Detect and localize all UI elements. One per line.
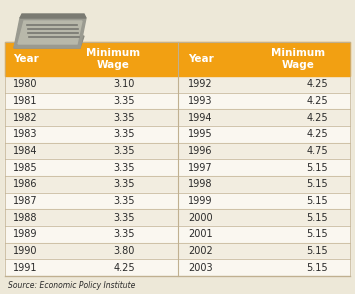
- Bar: [5, 126, 350, 143]
- Text: 5.15: 5.15: [306, 179, 328, 189]
- Text: 3.35: 3.35: [114, 229, 135, 239]
- Text: 5.15: 5.15: [306, 163, 328, 173]
- Text: 1989: 1989: [13, 229, 38, 239]
- Bar: [5, 42, 350, 76]
- Bar: [5, 76, 350, 93]
- Bar: [5, 93, 350, 109]
- Text: 1992: 1992: [188, 79, 213, 89]
- Text: 5.15: 5.15: [306, 263, 328, 273]
- Text: 4.25: 4.25: [113, 263, 135, 273]
- Text: 2000: 2000: [188, 213, 213, 223]
- Bar: [5, 259, 350, 276]
- Text: 3.35: 3.35: [114, 146, 135, 156]
- Text: 3.35: 3.35: [114, 96, 135, 106]
- Bar: [5, 109, 350, 126]
- Bar: [5, 159, 350, 176]
- Bar: [5, 143, 350, 159]
- Text: Minimum
Wage: Minimum Wage: [86, 48, 140, 70]
- Text: 1981: 1981: [13, 96, 38, 106]
- Bar: [5, 209, 350, 226]
- Text: 1991: 1991: [13, 263, 38, 273]
- Text: Year: Year: [13, 54, 39, 64]
- Text: 1995: 1995: [188, 129, 213, 139]
- Text: 3.80: 3.80: [114, 246, 135, 256]
- Text: 1994: 1994: [188, 113, 213, 123]
- Text: 1985: 1985: [13, 163, 38, 173]
- Polygon shape: [18, 21, 82, 44]
- Text: 4.75: 4.75: [306, 146, 328, 156]
- Text: 4.25: 4.25: [306, 96, 328, 106]
- Text: 1983: 1983: [13, 129, 38, 139]
- Text: 1996: 1996: [188, 146, 213, 156]
- Text: 1988: 1988: [13, 213, 38, 223]
- Bar: [5, 176, 350, 193]
- Text: 3.35: 3.35: [114, 213, 135, 223]
- Text: 5.15: 5.15: [306, 196, 328, 206]
- Text: 1980: 1980: [13, 79, 38, 89]
- Polygon shape: [20, 14, 86, 18]
- Text: 3.35: 3.35: [114, 113, 135, 123]
- Text: 1998: 1998: [188, 179, 213, 189]
- Bar: [5, 42, 350, 276]
- Text: 1987: 1987: [13, 196, 38, 206]
- Text: 1993: 1993: [188, 96, 213, 106]
- Bar: [5, 226, 350, 243]
- Text: 1982: 1982: [13, 113, 38, 123]
- Polygon shape: [14, 36, 84, 48]
- Text: 5.15: 5.15: [306, 213, 328, 223]
- Text: 2003: 2003: [188, 263, 213, 273]
- Text: 4.25: 4.25: [306, 79, 328, 89]
- Bar: [5, 243, 350, 259]
- Text: 1997: 1997: [188, 163, 213, 173]
- Polygon shape: [14, 18, 86, 48]
- Text: Minimum
Wage: Minimum Wage: [271, 48, 325, 70]
- Text: 4.25: 4.25: [306, 129, 328, 139]
- Text: 5.15: 5.15: [306, 229, 328, 239]
- Text: 5.15: 5.15: [306, 246, 328, 256]
- Text: 3.35: 3.35: [114, 179, 135, 189]
- Text: 1986: 1986: [13, 179, 38, 189]
- Text: 3.35: 3.35: [114, 163, 135, 173]
- Text: Source: Economic Policy Institute: Source: Economic Policy Institute: [8, 281, 135, 290]
- Text: 1984: 1984: [13, 146, 38, 156]
- Text: 2002: 2002: [188, 246, 213, 256]
- Text: 3.35: 3.35: [114, 196, 135, 206]
- Text: 2001: 2001: [188, 229, 213, 239]
- Text: Year: Year: [188, 54, 214, 64]
- Text: 3.10: 3.10: [114, 79, 135, 89]
- Text: 1999: 1999: [188, 196, 213, 206]
- Text: 1990: 1990: [13, 246, 38, 256]
- Bar: [5, 193, 350, 209]
- Text: 4.25: 4.25: [306, 113, 328, 123]
- Text: 3.35: 3.35: [114, 129, 135, 139]
